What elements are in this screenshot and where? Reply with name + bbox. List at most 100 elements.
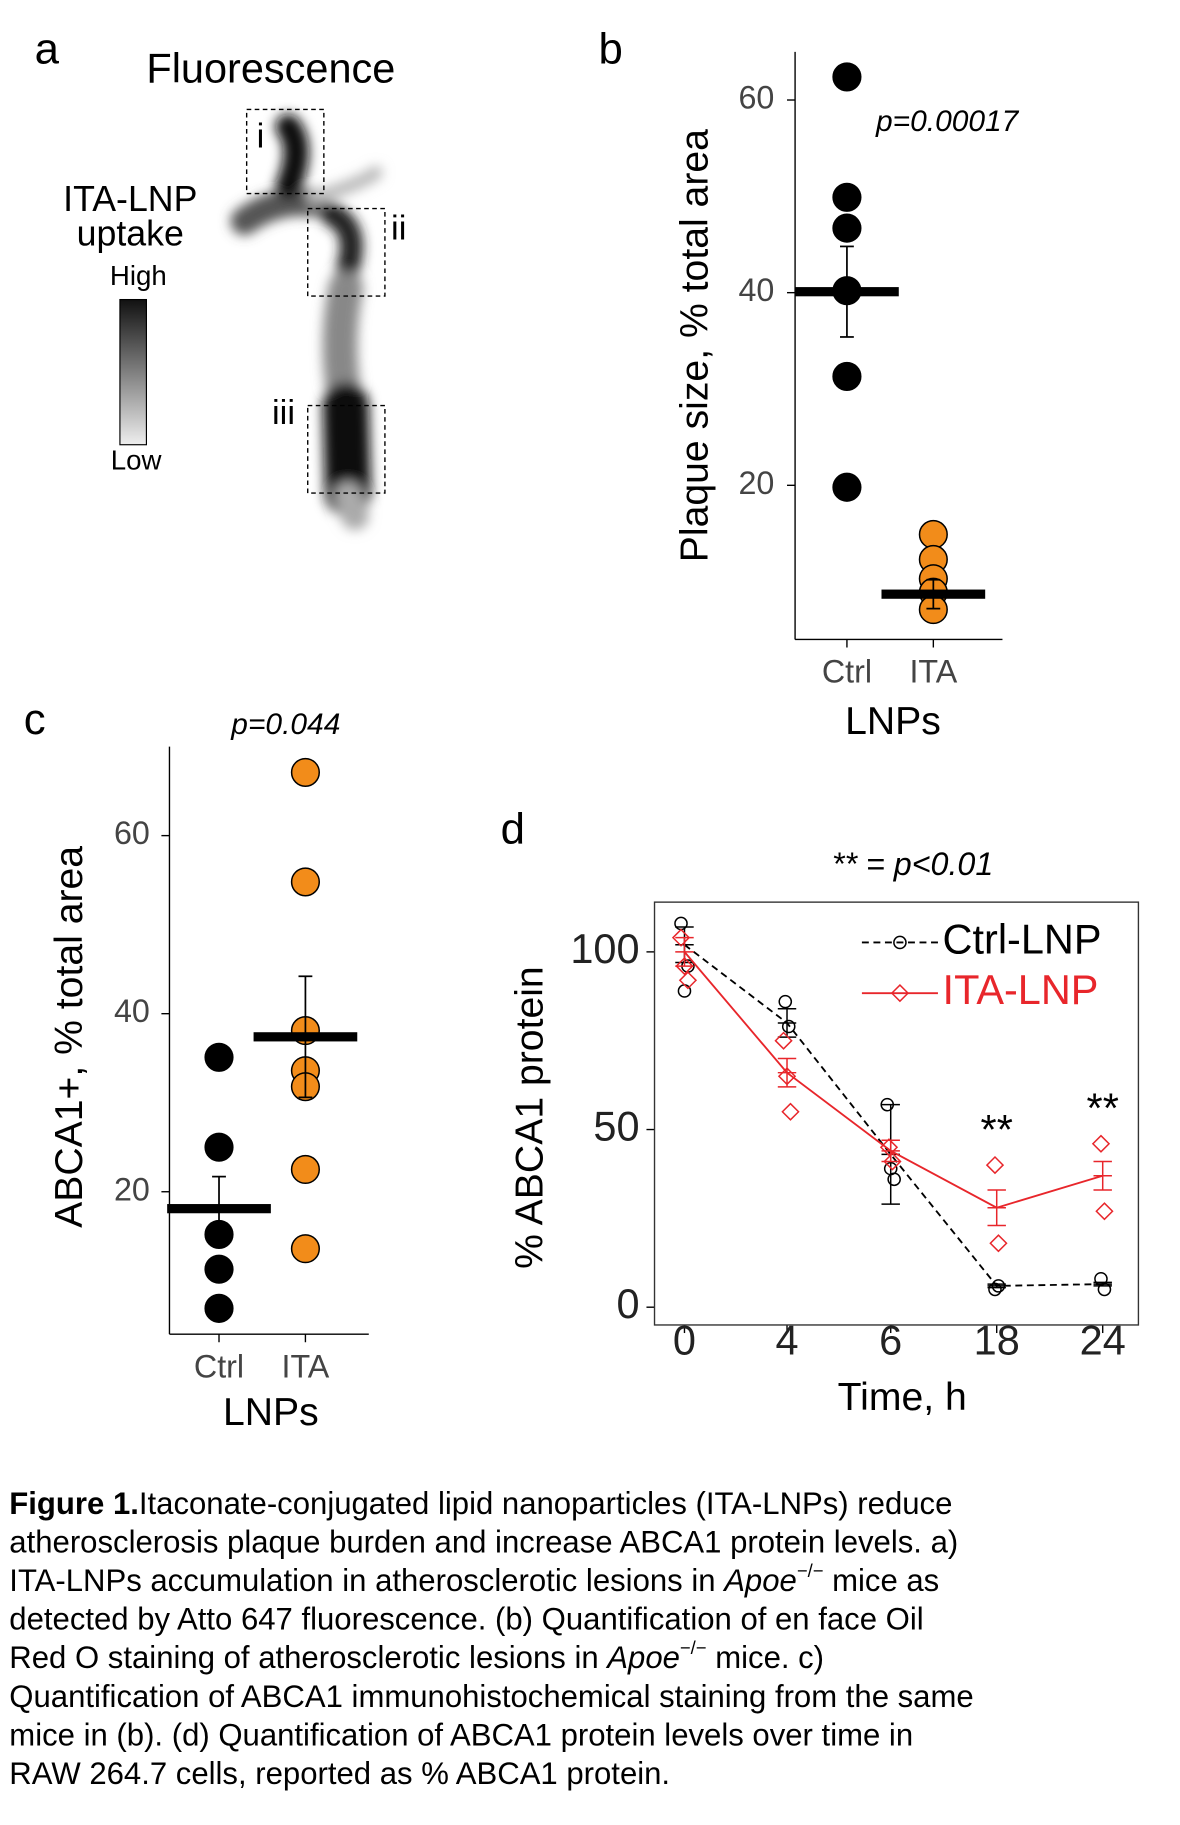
x-tick-label: 0 bbox=[673, 1316, 696, 1363]
x-tick-label: Ctrl bbox=[194, 1348, 244, 1384]
data-point bbox=[290, 1154, 320, 1185]
y-axis-label: % ABCA1 protein bbox=[509, 966, 552, 1269]
x-axis-label: Time, h bbox=[838, 1376, 967, 1419]
x-tick-label: 4 bbox=[775, 1316, 798, 1363]
legend-marker bbox=[890, 984, 910, 1003]
y-axis-label: Plaque size, % total area bbox=[673, 129, 716, 562]
marker bbox=[988, 1282, 1002, 1297]
caption-text: Apoe bbox=[722, 1563, 797, 1598]
data-point bbox=[204, 1042, 234, 1072]
marker bbox=[985, 1155, 1005, 1175]
x-tick-label: ITA bbox=[282, 1348, 330, 1384]
caption-text: −/− bbox=[797, 1560, 824, 1581]
y-tick-label: 0 bbox=[616, 1280, 639, 1327]
marker bbox=[879, 1138, 899, 1157]
legend-label: ITA-LNP bbox=[943, 966, 1099, 1013]
panel-label: c bbox=[24, 695, 46, 744]
caption-text: −/− bbox=[680, 1638, 707, 1659]
caption-text: mice in (b). (d) Quantification of ABCA1… bbox=[9, 1718, 913, 1753]
caption-text: detected by Atto 647 fluorescence. (b) Q… bbox=[9, 1602, 923, 1637]
p-value: p=0.00017 bbox=[875, 105, 1020, 138]
region-boxes bbox=[245, 108, 386, 494]
caption-line: Red O staining of atherosclerotic lesion… bbox=[9, 1638, 824, 1676]
caption-text: ITA-LNPs accumulation in atherosclerotic… bbox=[9, 1563, 724, 1598]
y-axis-label: ABCA1+, % total area bbox=[48, 846, 91, 1228]
x-axis-label: LNPs bbox=[223, 1391, 319, 1434]
marker bbox=[781, 1102, 800, 1121]
region-label: i bbox=[257, 117, 265, 155]
caption-line: ITA-LNPs accumulation in atherosclerotic… bbox=[9, 1560, 939, 1598]
color-scale bbox=[119, 298, 147, 446]
caption-text: mice. c) bbox=[707, 1640, 824, 1675]
marker bbox=[1095, 1202, 1114, 1221]
caption-line: Figure 1.Itaconate-conjugated lipid nano… bbox=[9, 1486, 952, 1521]
data-point bbox=[204, 1254, 234, 1284]
region-label: iii bbox=[272, 394, 295, 432]
data-point bbox=[832, 361, 862, 392]
marker bbox=[991, 1279, 1006, 1293]
y-tick-label: 50 bbox=[593, 1102, 639, 1149]
data-point bbox=[204, 1293, 234, 1323]
y-tick-label: 20 bbox=[738, 465, 774, 501]
caption-text: atherosclerosis plaque burden and increa… bbox=[9, 1525, 958, 1560]
scale-title: ITA-LNP bbox=[63, 179, 197, 219]
data-point bbox=[290, 757, 320, 787]
region-box bbox=[307, 207, 386, 297]
caption-line: atherosclerosis plaque burden and increa… bbox=[9, 1525, 958, 1560]
caption-line: RAW 264.7 cells, reported as % ABCA1 pro… bbox=[9, 1756, 670, 1791]
y-tick-label: 60 bbox=[738, 80, 774, 116]
region-label: ii bbox=[391, 210, 406, 248]
aorta-image bbox=[230, 114, 383, 530]
caption-text: Itaconate-conjugated lipid nanoparticles… bbox=[139, 1486, 952, 1521]
data-point bbox=[918, 519, 948, 550]
caption-line: Quantification of ABCA1 immunohistochemi… bbox=[9, 1679, 973, 1714]
marker bbox=[1097, 1282, 1112, 1297]
marker bbox=[678, 971, 698, 990]
legend-marker bbox=[893, 935, 907, 950]
marker bbox=[1091, 1134, 1111, 1153]
marker bbox=[671, 928, 691, 947]
caption-line: detected by Atto 647 fluorescence. (b) Q… bbox=[9, 1602, 923, 1637]
marker bbox=[777, 1067, 797, 1086]
caption-text: Red O staining of atherosclerotic lesion… bbox=[9, 1640, 607, 1675]
marker bbox=[778, 994, 793, 1009]
data-point bbox=[290, 867, 320, 897]
data-point bbox=[832, 182, 862, 212]
data-point bbox=[204, 1132, 234, 1162]
plot-frame bbox=[653, 901, 1140, 1326]
marker bbox=[880, 1097, 895, 1112]
marker bbox=[883, 1152, 902, 1171]
chart-title: ** = p<0.01 bbox=[832, 846, 993, 882]
y-tick-label: 20 bbox=[114, 1171, 150, 1207]
x-tick-label: ITA bbox=[909, 654, 957, 690]
legend-label: Ctrl-LNP bbox=[943, 915, 1102, 962]
x-tick-label: 24 bbox=[1080, 1316, 1126, 1363]
data-point bbox=[832, 213, 862, 243]
x-tick-label: 18 bbox=[974, 1316, 1020, 1363]
region-box bbox=[307, 404, 386, 494]
marker bbox=[887, 1172, 901, 1187]
marker bbox=[675, 956, 694, 976]
marker bbox=[781, 1019, 796, 1034]
panel-title: Fluorescence bbox=[146, 44, 395, 91]
caption-label: Figure 1. bbox=[9, 1486, 139, 1521]
p-value: p=0.044 bbox=[230, 708, 340, 741]
caption-text: RAW 264.7 cells, reported as % ABCA1 pro… bbox=[9, 1756, 670, 1791]
x-axis-label: LNPs bbox=[845, 700, 941, 743]
y-tick-label: 40 bbox=[114, 993, 150, 1029]
marker bbox=[774, 1031, 793, 1050]
scale-title: uptake bbox=[77, 214, 184, 254]
mean-bar bbox=[881, 589, 986, 599]
scale-high: High bbox=[110, 260, 167, 291]
mean-bar bbox=[167, 1204, 271, 1214]
panel-label: d bbox=[501, 804, 525, 853]
mean-bar bbox=[795, 287, 899, 297]
caption-line: mice in (b). (d) Quantification of ABCA1… bbox=[9, 1718, 913, 1753]
panel-a: a Fluorescence ITA-LNP uptake High Low i… bbox=[35, 24, 406, 530]
marker bbox=[989, 1234, 1008, 1253]
scale-low: Low bbox=[111, 444, 163, 475]
significance: ** bbox=[981, 1106, 1013, 1153]
mean-bar bbox=[253, 1032, 358, 1042]
